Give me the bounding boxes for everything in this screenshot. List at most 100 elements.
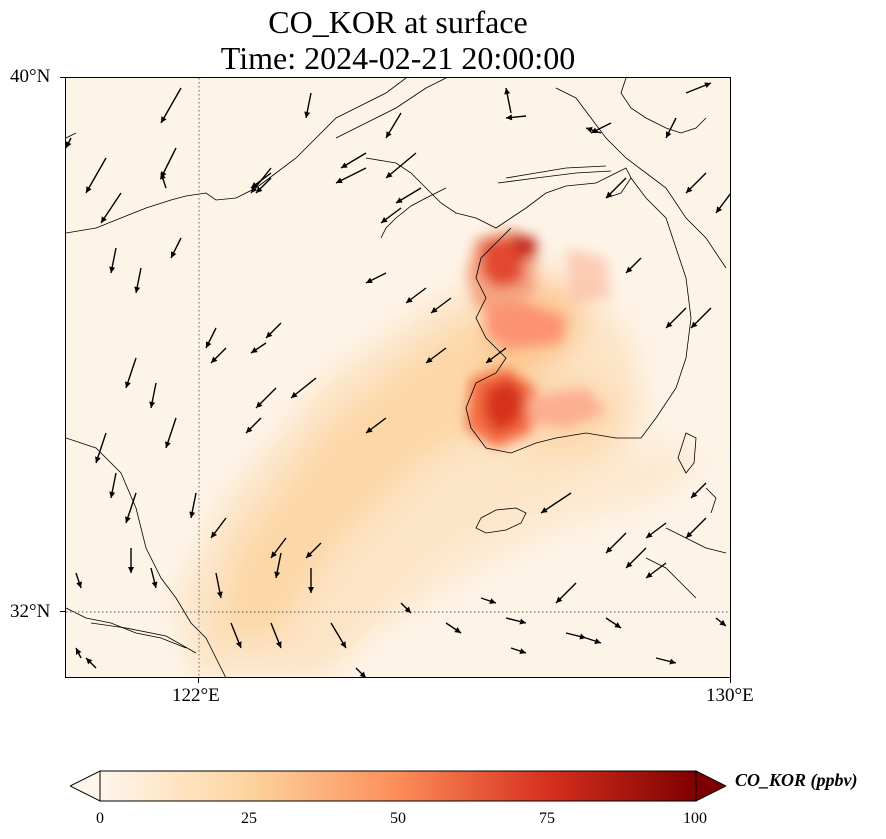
wind-arrow-head	[686, 186, 693, 193]
lat-label-south: 32°N	[10, 601, 51, 622]
wind-arrow-head	[341, 162, 348, 168]
wind-arrow-head	[266, 331, 273, 338]
colorbar-tick-0: 0	[96, 810, 104, 827]
wind-arrow-head	[211, 531, 217, 538]
wind-arrow-head	[151, 581, 158, 588]
wind-arrow-head	[489, 598, 496, 604]
wind-arrow-head	[556, 596, 563, 603]
wind-arrow-shaft	[385, 152, 417, 179]
wind-arrow-head	[76, 648, 82, 655]
wind-arrow-head	[579, 633, 586, 640]
wind-arrow-shaft	[540, 492, 572, 514]
wind-arrow-head	[76, 581, 82, 588]
wind-arrow-head	[336, 177, 343, 183]
wind-arrow-head	[519, 618, 526, 625]
wind-arrow-head	[95, 456, 101, 463]
wind-arrow-head	[486, 357, 493, 363]
colorbar-tick-50: 50	[390, 810, 406, 827]
wind-arrow-head	[686, 531, 693, 538]
wind-arrow-head	[386, 171, 393, 178]
concentration-hotspots	[466, 228, 611, 448]
wind-arrow-head	[101, 216, 107, 223]
wind-arrow-head	[251, 186, 258, 193]
wind-arrow-head	[271, 551, 277, 558]
wind-arrow-head	[594, 638, 601, 644]
wind-arrow-head	[86, 186, 92, 193]
colorbar-extend-max	[695, 770, 726, 802]
wind-arrow-head	[304, 111, 311, 118]
concentration-field	[176, 258, 706, 677]
wind-arrow-head	[646, 532, 653, 538]
wind-arrow-head	[308, 587, 314, 593]
wind-arrow-head	[669, 658, 676, 665]
wind-arrow-head	[386, 131, 392, 138]
wind-vectors	[66, 82, 730, 677]
wind-arrow-head	[171, 251, 177, 258]
lon-tick-east	[730, 678, 731, 683]
wind-arrow-head	[606, 191, 613, 198]
coastlines	[66, 78, 727, 677]
wind-arrow-head	[340, 641, 346, 648]
wind-arrow-head	[251, 182, 258, 188]
wind-arrow-head	[256, 186, 263, 193]
lat-tick-south	[60, 611, 65, 612]
lat-label-north: 40°N	[10, 66, 51, 87]
wind-arrow-head	[504, 88, 511, 95]
wind-arrow-head	[66, 141, 72, 148]
wind-arrow-head	[125, 516, 131, 523]
wind-arrow-head	[291, 391, 298, 398]
wind-arrow-head	[606, 546, 613, 553]
wind-arrow-head	[359, 671, 366, 677]
wind-arrow-head	[381, 217, 388, 223]
wind-arrow-head	[256, 401, 263, 408]
gridlines	[66, 78, 730, 677]
wind-arrow-head	[161, 116, 167, 123]
colorbar-label: CO_KOR (ppbv)	[735, 770, 858, 790]
wind-arrow-head	[426, 357, 433, 363]
wind-arrow-head	[206, 341, 212, 348]
wind-arrow-head	[704, 82, 711, 89]
map-canvas	[66, 78, 730, 677]
colorbar-gradient	[99, 770, 697, 802]
wind-arrow-head	[614, 622, 621, 628]
wind-arrow-head	[626, 561, 633, 568]
wind-arrow-head	[626, 266, 633, 273]
wind-arrow-head	[691, 321, 698, 328]
wind-arrow-head	[646, 572, 653, 578]
map-time: Time: 2024-02-21 20:00:00	[220, 40, 576, 76]
lat-tick-north	[60, 77, 65, 78]
wind-arrow-head	[506, 114, 513, 121]
wind-arrow-head	[246, 426, 253, 433]
colorbar-tick-25: 25	[241, 810, 257, 827]
colorbar-tick-100: 100	[683, 810, 707, 827]
wind-arrow-head	[454, 627, 461, 633]
wind-arrow-head	[211, 356, 218, 363]
wind-arrow-head	[134, 286, 141, 293]
wind-arrow-head	[431, 307, 438, 313]
wind-arrow-shaft	[85, 157, 107, 194]
colorbar	[70, 770, 726, 802]
wind-arrow-shaft	[160, 87, 182, 124]
wind-arrow-head	[128, 567, 134, 573]
wind-arrow-head	[396, 197, 403, 203]
wind-arrow-head	[519, 648, 526, 654]
wind-arrow-head	[404, 606, 411, 613]
wind-arrow-head	[716, 206, 722, 213]
wind-arrow-head	[719, 619, 726, 626]
wind-arrow-head	[586, 127, 593, 133]
wind-arrow-head	[251, 347, 258, 353]
wind-arrow-head	[366, 427, 373, 433]
wind-arrow-head	[274, 571, 281, 578]
wind-arrow-head	[366, 277, 373, 283]
wind-arrow-head	[149, 401, 156, 408]
colorbar-tick-75: 75	[539, 810, 555, 827]
wind-arrow-head	[666, 321, 673, 328]
wind-arrow-head	[109, 266, 116, 273]
lon-label-east: 130°E	[706, 685, 754, 706]
wind-arrow-head	[216, 591, 223, 598]
wind-arrow-head	[406, 297, 413, 303]
wind-arrow-head	[691, 491, 698, 498]
wind-arrow-head	[109, 491, 116, 498]
wind-arrow-head	[125, 381, 131, 388]
wind-arrow-head	[306, 551, 313, 558]
